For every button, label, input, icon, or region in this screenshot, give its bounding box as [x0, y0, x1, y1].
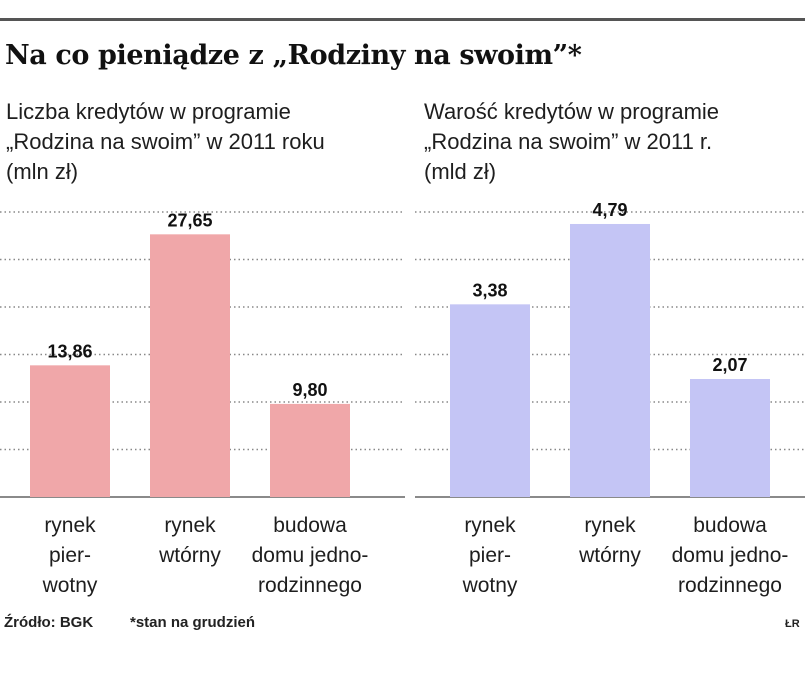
left-chart-panel: 13,86 rynek pier-wotny 27,65 rynek wtórny 9,80…	[0, 200, 405, 600]
category-label: rodzinnego	[678, 574, 782, 597]
right-subtitle-line-2: „Rodzina na swoim” w 2011 r.	[424, 129, 713, 154]
left-bar-chart: 13,86 rynek pier-wotny 27,65 rynek wtórny 9,80…	[0, 210, 405, 597]
category-label: rynek	[164, 514, 216, 537]
right-chart-panel: 3,38 rynek pier-wotny 4,79 rynek wtórny 2,07 bu…	[415, 200, 805, 600]
category-label: pier-	[49, 544, 91, 567]
bar-value-label: 13,86	[47, 341, 92, 361]
bar-value-label: 27,65	[167, 210, 212, 230]
category-label: rynek	[464, 514, 516, 537]
category-label: rodzinnego	[258, 574, 362, 597]
category-label: wotny	[42, 574, 98, 597]
left-subtitle-line-2: „Rodzina na swoim” w 2011 roku	[6, 129, 325, 154]
bar-2	[570, 223, 650, 497]
bar-1	[450, 304, 530, 497]
top-rule	[0, 18, 805, 21]
bar-2	[150, 234, 230, 497]
category-label: rynek	[44, 514, 96, 537]
chart-title: Na co pieniądze z „Rodziny na swoim”*	[5, 40, 582, 71]
author-credit: ŁR	[785, 618, 800, 630]
bar-value-label: 3,38	[472, 280, 507, 300]
bar-1	[30, 365, 110, 497]
bar-value-label: 2,07	[712, 355, 747, 375]
left-subtitle-line-3: (mln zł)	[6, 159, 79, 184]
right-chart-subtitle: Warość kredytów w programie „Rodzina na …	[424, 97, 719, 187]
category-label: rynek	[584, 514, 636, 537]
footnote: *stan na grudzień	[130, 614, 256, 631]
left-subtitle-line-1: Liczba kredytów w programie	[6, 99, 291, 124]
bar-3	[690, 379, 770, 497]
category-label: wtórny	[578, 544, 641, 567]
right-bar-chart: 3,38 rynek pier-wotny 4,79 rynek wtórny 2,07 bu…	[415, 200, 805, 597]
left-chart-subtitle: Liczba kredytów w programie „Rodzina na …	[6, 97, 325, 187]
category-label: pier-	[469, 544, 511, 567]
category-label: budowa	[273, 514, 347, 537]
category-label: domu jedno-	[672, 544, 789, 567]
source-note: Źródło: BGK	[4, 614, 94, 631]
right-subtitle-line-3: (mld zł)	[424, 159, 497, 184]
category-label: domu jedno-	[252, 544, 369, 567]
bar-value-label: 9,80	[292, 380, 327, 400]
bar-value-label: 4,79	[592, 200, 627, 220]
right-subtitle-line-1: Warość kredytów w programie	[424, 99, 720, 124]
category-label: budowa	[693, 514, 767, 537]
bar-3	[270, 403, 350, 497]
category-label: wotny	[462, 574, 518, 597]
category-label: wtórny	[158, 544, 221, 567]
